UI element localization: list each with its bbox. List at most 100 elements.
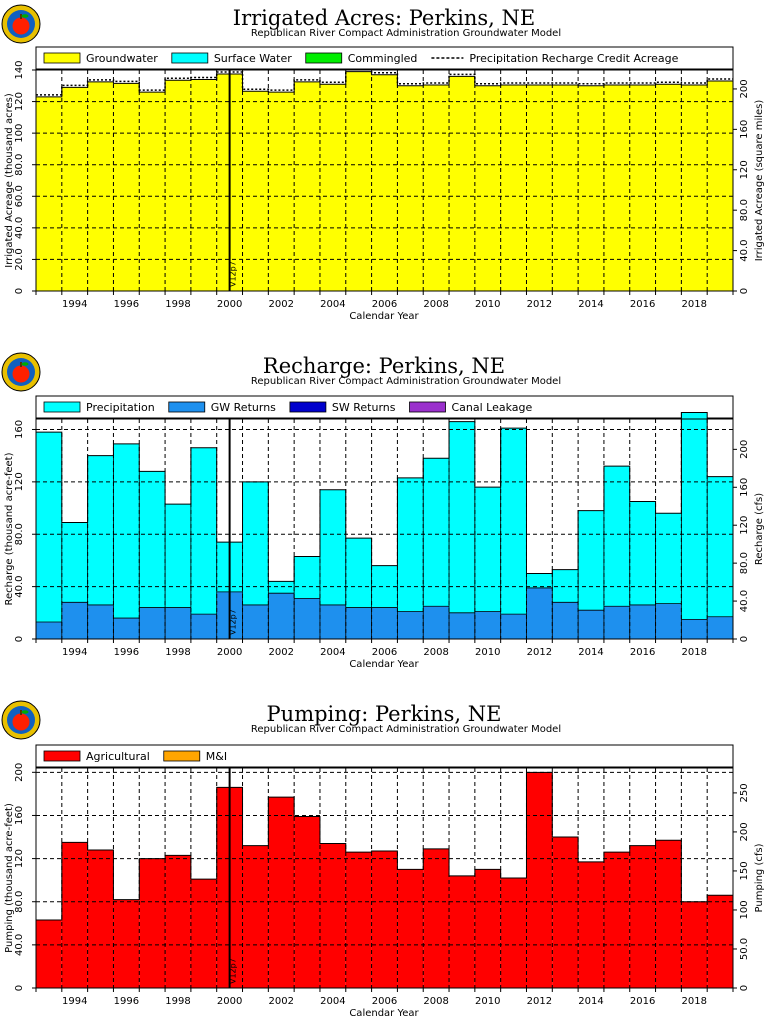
bar xyxy=(449,421,475,613)
x-tick-label: 2008 xyxy=(423,996,448,1007)
legend-box xyxy=(35,395,734,419)
bar xyxy=(36,432,62,622)
legend-entry: Canal Leakage xyxy=(452,401,533,414)
bar xyxy=(61,87,88,291)
bar xyxy=(603,852,630,988)
x-tick-label: 2010 xyxy=(475,299,500,310)
y-tick-label: 140 xyxy=(14,60,25,79)
bar xyxy=(449,875,475,988)
x-tick-label: 2004 xyxy=(320,299,345,310)
y-tick-label: 120 xyxy=(14,472,25,491)
bar xyxy=(526,84,553,291)
legend-box xyxy=(35,744,734,768)
x-tick-label: 2016 xyxy=(630,299,655,310)
y-tick-label: 0 xyxy=(14,985,25,991)
bar xyxy=(242,481,269,605)
bar xyxy=(707,616,733,639)
bar xyxy=(190,447,217,615)
x-tick-label: 1996 xyxy=(114,299,139,310)
x-axis-label: Calendar Year xyxy=(349,1008,419,1019)
y-tick-label: 20.0 xyxy=(14,248,25,270)
x-tick-label: 2006 xyxy=(372,299,397,310)
y-axis-label: Irrigated Acreage (thousand acres) xyxy=(4,93,15,268)
credit-line xyxy=(36,68,733,96)
x-tick-label: 2002 xyxy=(269,647,294,658)
x-axis-label: Calendar Year xyxy=(349,659,419,670)
bar xyxy=(629,845,656,988)
series-agricultural xyxy=(36,772,733,988)
bar xyxy=(139,471,166,608)
y-tick-right-label: 150 xyxy=(739,861,750,880)
legend-entry: M&I xyxy=(206,750,227,763)
logo-stem xyxy=(20,14,22,19)
bar xyxy=(61,522,88,603)
bar xyxy=(190,879,217,988)
logo-icon xyxy=(1,4,41,44)
bar xyxy=(294,598,320,639)
x-tick-label: 2002 xyxy=(269,299,294,310)
chart-title: Pumping: Perkins, NE xyxy=(267,702,502,726)
y-axis-right-label: Recharge (cfs) xyxy=(754,493,765,565)
bar xyxy=(242,845,269,988)
y-tick-right-label: 200 xyxy=(739,440,750,459)
bar xyxy=(139,607,166,639)
bar xyxy=(552,837,579,988)
bar xyxy=(474,869,501,988)
bar xyxy=(113,899,140,988)
bar xyxy=(500,878,527,988)
bar xyxy=(603,466,630,607)
legend-swatch xyxy=(43,401,81,413)
bar xyxy=(165,80,191,291)
bar xyxy=(139,858,166,988)
x-tick-label: 1996 xyxy=(114,996,139,1007)
logo-stem xyxy=(20,362,22,367)
bar xyxy=(526,587,553,639)
bar xyxy=(474,611,501,639)
bar xyxy=(36,920,62,988)
logo-icon xyxy=(1,352,41,392)
bar xyxy=(345,607,372,639)
series-groundwater xyxy=(36,71,733,292)
y-tick-right-label: 120 xyxy=(739,516,750,535)
bar xyxy=(165,855,191,988)
logo-apple xyxy=(12,713,30,731)
y-tick-label: 40.0 xyxy=(14,934,25,956)
legend-entry: Surface Water xyxy=(214,52,292,65)
bar xyxy=(500,428,527,615)
x-tick-label: 2010 xyxy=(475,996,500,1007)
bar xyxy=(552,569,579,603)
chart-title: Recharge: Perkins, NE xyxy=(263,354,505,378)
legend-box xyxy=(35,46,734,70)
bar xyxy=(423,84,450,291)
version-marker-label: V12p7 xyxy=(229,609,238,635)
bar xyxy=(526,573,553,588)
y-tick-label: 40.0 xyxy=(14,217,25,239)
x-tick-label: 1994 xyxy=(62,996,87,1007)
y-tick-label: 120 xyxy=(14,849,25,868)
chart-subtitle: Republican River Compact Administration … xyxy=(251,724,561,735)
logo-leaf xyxy=(21,710,29,714)
legend-entry: Agricultural xyxy=(86,750,150,763)
chart-title: Irrigated Acres: Perkins, NE xyxy=(233,6,535,30)
bar xyxy=(319,489,346,605)
x-tick-label: 1994 xyxy=(62,299,87,310)
x-tick-label: 2014 xyxy=(578,299,603,310)
bar xyxy=(139,92,166,291)
y-tick-label: 80.0 xyxy=(14,891,25,913)
y-tick-label: 40.0 xyxy=(14,575,25,597)
bar xyxy=(190,614,217,639)
y-tick-right-label: 250 xyxy=(739,783,750,802)
chart-subtitle: Republican River Compact Administration … xyxy=(251,376,561,387)
legend-swatch xyxy=(163,750,201,762)
x-tick-label: 2012 xyxy=(527,996,552,1007)
bar xyxy=(268,92,295,291)
y-tick-label: 160 xyxy=(14,806,25,825)
bar xyxy=(629,501,656,605)
series-gw-returns xyxy=(36,587,733,639)
bar xyxy=(707,476,733,617)
x-tick-label: 2004 xyxy=(320,647,345,658)
x-tick-label: 2018 xyxy=(682,647,707,658)
bar xyxy=(500,84,527,291)
chart-subtitle: Republican River Compact Administration … xyxy=(251,28,561,39)
